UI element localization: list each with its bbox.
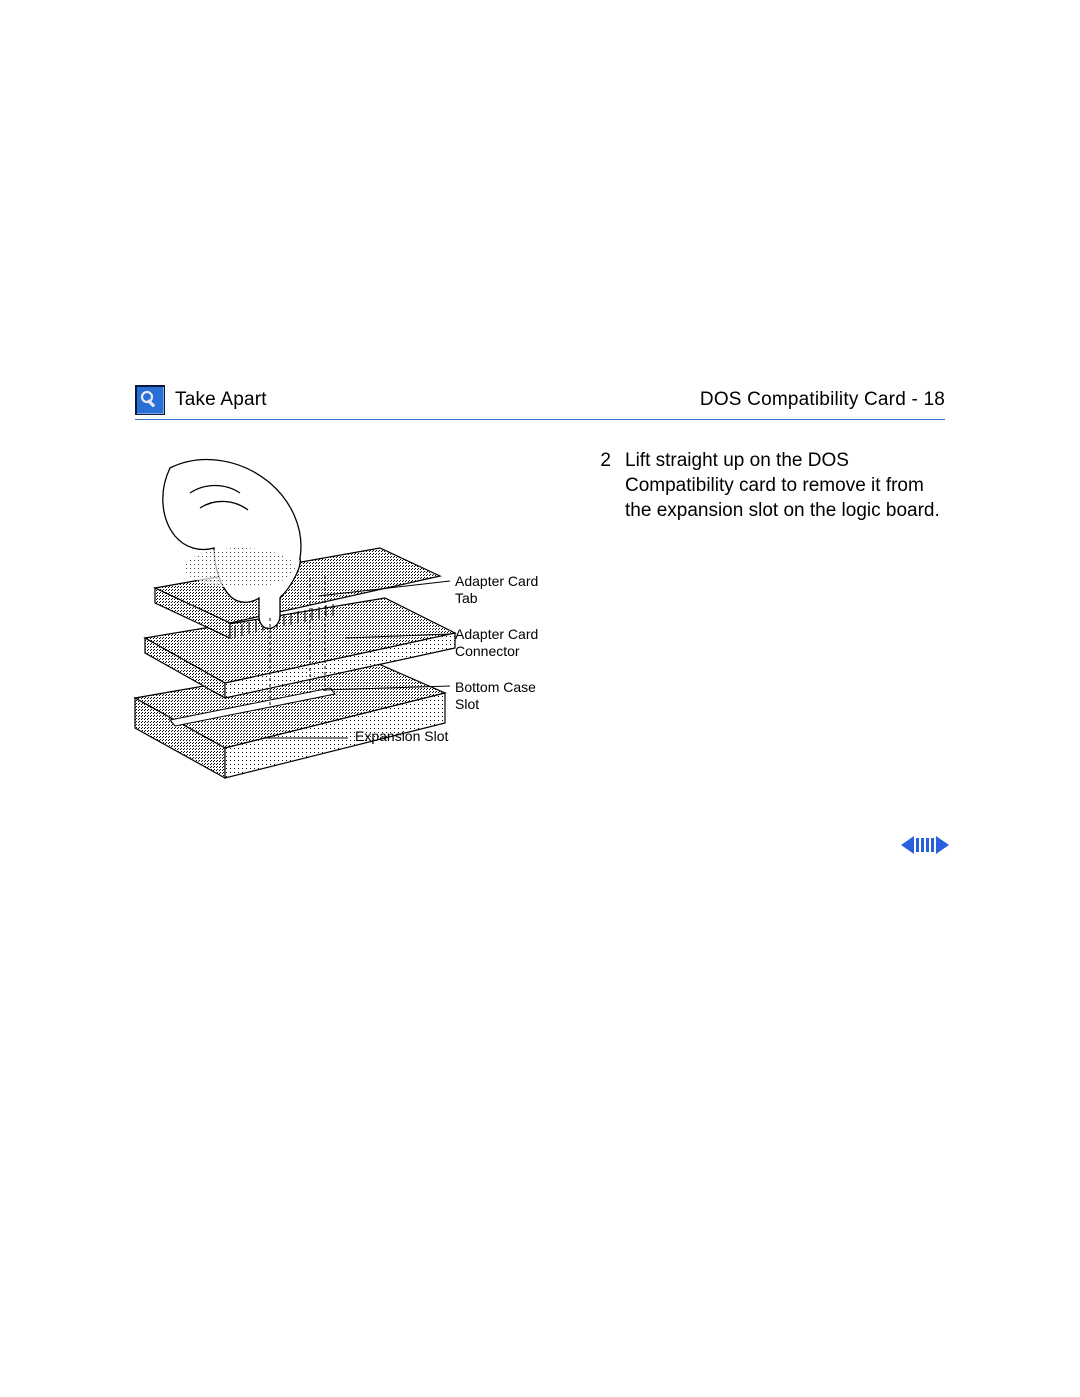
page-header: Take Apart DOS Compatibility Card - 18	[135, 385, 945, 415]
prev-page-button[interactable]	[901, 836, 914, 854]
next-page-button[interactable]	[936, 836, 949, 854]
body: Adapter Card Tab Adapter Card Connector …	[135, 448, 945, 948]
step-text: Lift straight up on the DOS Compatibilit…	[625, 448, 945, 523]
step-number: 2	[595, 448, 611, 523]
diagram-callouts: Adapter Card Tab Adapter Card Connector …	[455, 573, 605, 732]
content-area: Take Apart DOS Compatibility Card - 18	[135, 385, 945, 948]
nav-bar-icon	[931, 838, 934, 852]
nav-index-icon[interactable]	[916, 838, 934, 852]
callout-adapter-card-tab: Adapter Card Tab	[455, 573, 605, 607]
instruction-step: 2 Lift straight up on the DOS Compatibil…	[595, 448, 945, 523]
callout-line: Expansion Slot	[355, 728, 448, 744]
callout-bottom-case-slot: Bottom Case Slot	[455, 679, 605, 713]
callout-expansion-slot: Expansion Slot	[355, 728, 448, 745]
nav-bar-icon	[916, 838, 919, 852]
callout-adapter-card-connector: Adapter Card Connector	[455, 626, 605, 660]
callout-line: Adapter Card	[455, 573, 538, 589]
callout-line: Adapter Card	[455, 626, 538, 642]
nav-bar-icon	[926, 838, 929, 852]
callout-line: Tab	[455, 590, 478, 606]
page-label: DOS Compatibility Card - 18	[700, 389, 945, 411]
header-rule	[135, 419, 945, 420]
header-left: Take Apart	[135, 385, 267, 415]
wrench-icon	[140, 390, 160, 410]
callout-line: Connector	[455, 643, 520, 659]
callout-line: Bottom Case	[455, 679, 536, 695]
section-icon	[135, 385, 165, 415]
section-title: Take Apart	[175, 389, 267, 411]
page-nav	[895, 834, 955, 856]
page: Take Apart DOS Compatibility Card - 18	[0, 0, 1080, 1397]
nav-bar-icon	[921, 838, 924, 852]
callout-line: Slot	[455, 696, 479, 712]
